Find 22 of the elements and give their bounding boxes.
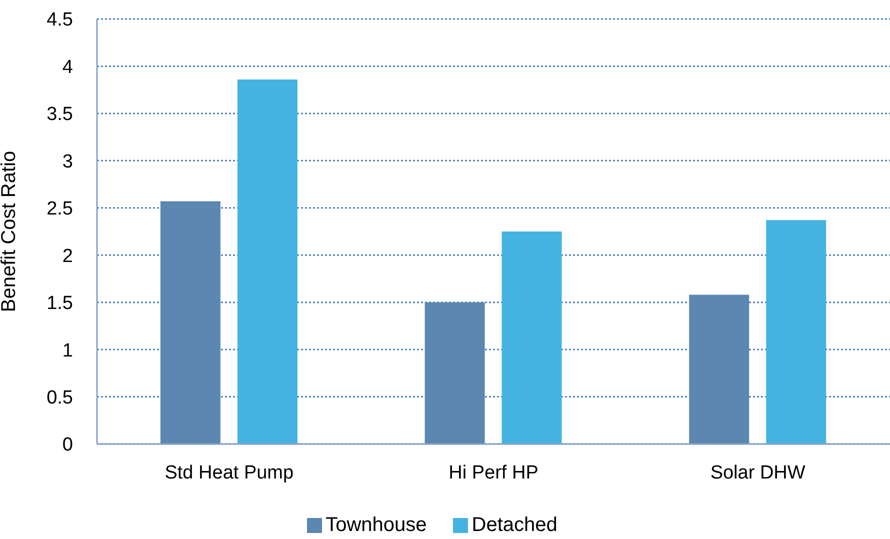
bar [502, 232, 562, 444]
y-tick-label: 4 [62, 56, 74, 78]
y-tick-label: 0 [62, 434, 73, 456]
y-tick-label: 4.5 [46, 10, 73, 31]
x-tick-label: Solar DHW [710, 462, 806, 484]
x-tick-label: Hi Perf HP [448, 462, 538, 484]
legend-label: Detached [472, 514, 558, 536]
legend-label: Townhouse [326, 514, 427, 536]
y-tick-label: 1.5 [46, 293, 73, 314]
bar [766, 220, 826, 444]
y-axis-title: Benefit Cost Ratio [0, 150, 20, 312]
x-tick-label: Std Heat Pump [164, 462, 294, 484]
y-tick-label: 3 [62, 151, 73, 172]
y-tick-label: 2.5 [46, 198, 73, 220]
bar [424, 302, 485, 444]
y-tick-label: 0.5 [46, 388, 73, 409]
y-tick-label: 3.5 [46, 104, 73, 126]
bar [160, 201, 220, 444]
y-tick-label: 2 [62, 246, 73, 267]
bar [237, 79, 298, 444]
bar [689, 294, 750, 444]
y-tick-label: 1 [62, 340, 73, 362]
